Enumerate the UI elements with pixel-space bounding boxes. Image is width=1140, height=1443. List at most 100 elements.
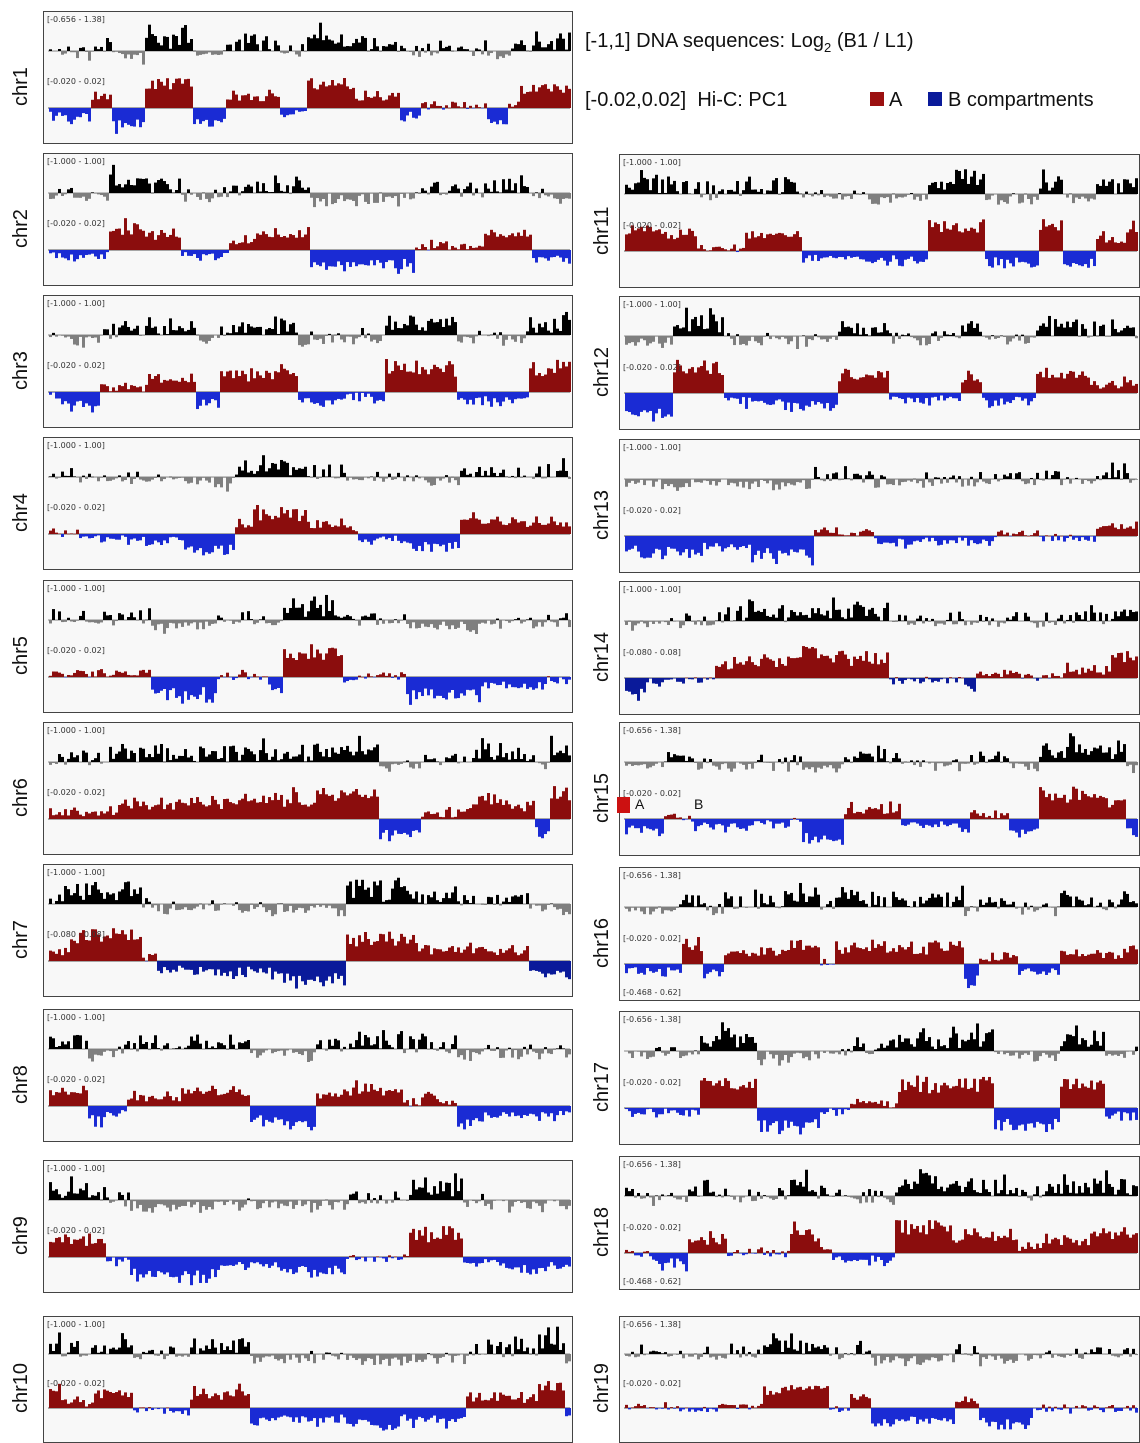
dna-bar bbox=[490, 620, 493, 625]
dna-bar bbox=[361, 327, 364, 335]
dna-bar bbox=[346, 614, 349, 620]
hic-bar bbox=[430, 239, 433, 250]
dna-bar bbox=[190, 193, 193, 195]
dna-bar bbox=[190, 904, 193, 911]
hic-bar bbox=[280, 108, 283, 115]
hic-bar bbox=[223, 1093, 226, 1106]
dna-bar bbox=[319, 193, 322, 202]
hic-bar bbox=[454, 1408, 457, 1422]
dna-bar bbox=[1105, 336, 1108, 337]
dna-bar bbox=[832, 597, 835, 621]
hic-bar bbox=[856, 379, 859, 393]
dna-bar bbox=[472, 1049, 475, 1053]
hic-bar bbox=[169, 1408, 172, 1412]
hic-bar bbox=[103, 1389, 106, 1408]
dna-bar bbox=[313, 904, 316, 908]
hic-bar bbox=[808, 648, 811, 678]
hic-bar bbox=[337, 83, 340, 108]
hic-bar bbox=[58, 1237, 61, 1257]
hic-track-chr10 bbox=[49, 1381, 571, 1431]
hic-bar bbox=[307, 806, 310, 819]
hic-bar bbox=[880, 372, 883, 393]
dna-bar bbox=[175, 190, 178, 193]
dna-bar bbox=[451, 476, 454, 478]
dna-bar bbox=[1024, 193, 1027, 195]
hic-bar bbox=[559, 368, 562, 392]
hic-bar bbox=[316, 392, 319, 404]
hic-bar bbox=[1036, 251, 1039, 266]
hic-bar bbox=[475, 1257, 478, 1267]
dna-bar bbox=[172, 1200, 175, 1205]
hic-bar bbox=[430, 369, 433, 392]
hic-bar bbox=[361, 250, 364, 265]
hic-bar bbox=[79, 1402, 82, 1408]
hic-bar bbox=[64, 809, 67, 819]
dna-bar bbox=[844, 466, 847, 479]
hic-bar bbox=[463, 811, 466, 819]
dna-bar bbox=[112, 620, 115, 626]
hic-bar bbox=[70, 250, 73, 255]
hic-bar bbox=[853, 251, 856, 258]
dna-bar bbox=[949, 181, 952, 194]
dna-bar bbox=[322, 469, 325, 477]
hic-bar bbox=[436, 367, 439, 392]
dna-bar bbox=[637, 182, 640, 194]
dna-bar bbox=[223, 1045, 226, 1049]
dna-bar bbox=[199, 620, 202, 623]
dna-bar bbox=[148, 1200, 151, 1209]
hic-bar bbox=[559, 1106, 562, 1111]
dna-bar bbox=[115, 335, 118, 338]
dna-bar bbox=[865, 194, 868, 195]
dna-bar bbox=[409, 894, 412, 904]
hic-bar bbox=[877, 371, 880, 393]
hic-bar bbox=[982, 219, 985, 251]
hic-bar bbox=[346, 86, 349, 108]
dna-range-label: [-1.000 - 1.00] bbox=[623, 585, 681, 594]
dna-bar bbox=[538, 620, 541, 623]
hic-bar bbox=[235, 1389, 238, 1408]
hic-bar bbox=[1063, 378, 1066, 393]
hic-bar bbox=[550, 250, 553, 258]
hic-bar bbox=[223, 250, 226, 254]
hic-bar bbox=[289, 653, 292, 677]
dna-bar bbox=[250, 186, 253, 193]
hic-bar bbox=[271, 519, 274, 534]
dna-bar bbox=[121, 614, 124, 620]
hic-bar bbox=[226, 798, 229, 819]
hic-bar bbox=[1009, 670, 1012, 678]
hic-bar bbox=[433, 677, 436, 699]
hic-bar bbox=[970, 374, 973, 393]
dna-bar bbox=[385, 1354, 388, 1359]
dna-bar bbox=[235, 1049, 238, 1050]
hic-bar bbox=[1039, 678, 1042, 679]
dna-bar bbox=[907, 333, 910, 336]
hic-bar bbox=[238, 1383, 241, 1408]
hic-bar bbox=[988, 536, 991, 546]
dna-bar bbox=[763, 194, 766, 195]
dna-bar bbox=[463, 1354, 466, 1365]
hic-bar bbox=[838, 381, 841, 393]
dna-bar bbox=[154, 1354, 157, 1356]
hic-bar bbox=[310, 644, 313, 677]
dna-bar bbox=[295, 1049, 298, 1053]
hic-bar bbox=[187, 250, 190, 256]
hic-bar bbox=[412, 108, 415, 118]
dna-bar bbox=[682, 327, 685, 336]
hic-bar bbox=[529, 961, 532, 971]
dna-bar bbox=[703, 479, 706, 481]
dna-bar bbox=[1012, 193, 1015, 194]
hic-bar bbox=[1102, 526, 1105, 536]
dna-bar bbox=[157, 1200, 160, 1205]
dna-bar bbox=[799, 612, 802, 621]
dna-bar bbox=[178, 44, 181, 51]
dna-bar bbox=[808, 479, 811, 489]
hic-bar bbox=[268, 797, 271, 819]
dna-bar bbox=[850, 327, 853, 336]
hic-bar bbox=[904, 251, 907, 260]
hic-bar bbox=[466, 1106, 469, 1120]
hic-bar bbox=[499, 799, 502, 819]
hic-bar bbox=[937, 678, 940, 682]
hic-bar bbox=[862, 251, 865, 260]
hic-bar bbox=[250, 1408, 253, 1424]
hic-bar bbox=[121, 1395, 124, 1408]
